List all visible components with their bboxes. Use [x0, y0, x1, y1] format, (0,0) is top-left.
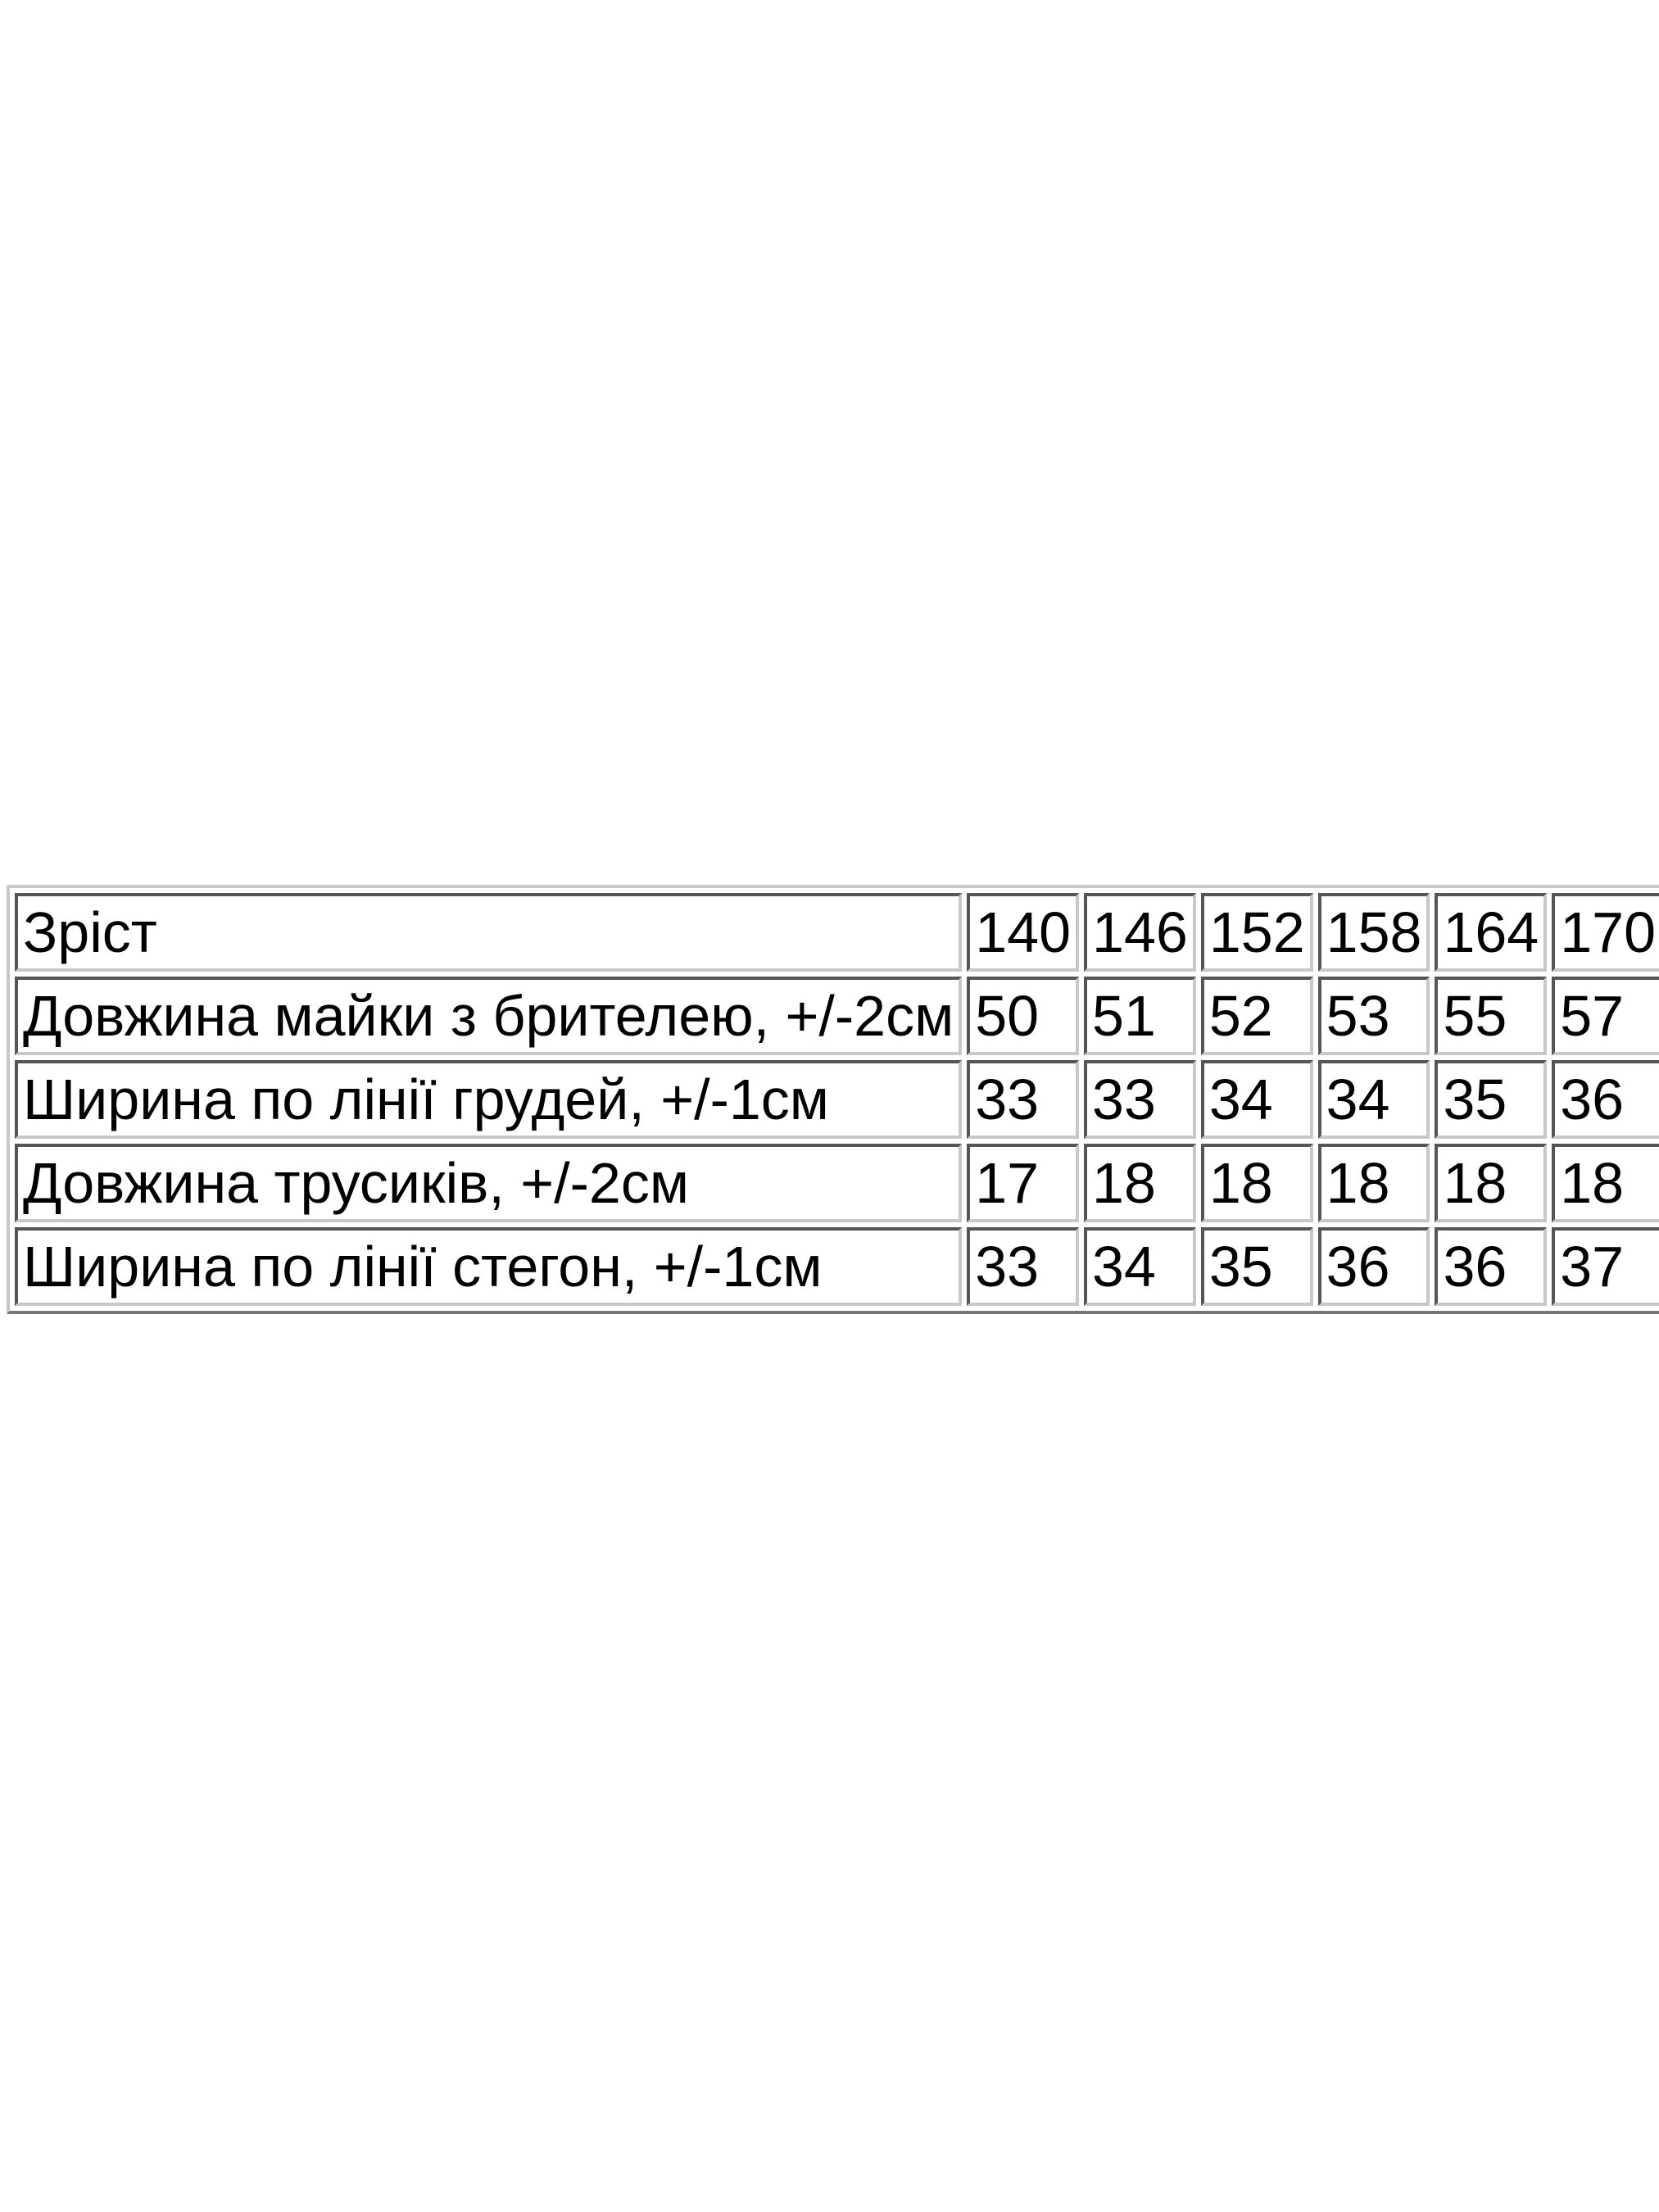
table-row: Довжина трусиків, +/-2см 17 18 18 18 18 18	[15, 1144, 1659, 1222]
value-cell: 35	[1435, 1060, 1548, 1139]
value-cell: 52	[1200, 977, 1313, 1055]
value-cell: 36	[1317, 1227, 1430, 1306]
row-label-cell: Ширина по лінії стегон, +/-1см	[15, 1227, 963, 1306]
value-cell: 37	[1552, 1227, 1659, 1306]
value-cell: 18	[1084, 1144, 1196, 1222]
value-cell: 34	[1084, 1227, 1196, 1306]
table-row: Ширина по лінії стегон, +/-1см 33 34 35 36 36…	[15, 1227, 1659, 1306]
table-row: Довжина майки з брителею, +/-2см 50 51 52 53…	[15, 977, 1659, 1055]
size-cell: 158	[1317, 893, 1430, 972]
value-cell: 18	[1317, 1144, 1430, 1222]
table-row: Ширина по лінії грудей, +/-1см 33 33 34 34 35…	[15, 1060, 1659, 1139]
value-cell: 53	[1317, 977, 1430, 1055]
value-cell: 17	[967, 1144, 1080, 1222]
row-label-cell: Ширина по лінії грудей, +/-1см	[15, 1060, 963, 1139]
value-cell: 50	[967, 977, 1080, 1055]
value-cell: 36	[1552, 1060, 1659, 1139]
value-cell: 18	[1200, 1144, 1313, 1222]
table-header-row: Зріст 140 146 152 158 164 170	[15, 893, 1659, 972]
value-cell: 36	[1435, 1227, 1548, 1306]
size-chart-table: Зріст 140 146 152 158 164 170 Довжина ма…	[7, 885, 1659, 1314]
value-cell: 51	[1084, 977, 1196, 1055]
value-cell: 33	[967, 1060, 1080, 1139]
size-cell: 164	[1435, 893, 1548, 972]
value-cell: 18	[1435, 1144, 1548, 1222]
header-label-cell: Зріст	[15, 893, 963, 972]
size-cell: 146	[1084, 893, 1196, 972]
value-cell: 35	[1200, 1227, 1313, 1306]
value-cell: 55	[1435, 977, 1548, 1055]
value-cell: 18	[1552, 1144, 1659, 1222]
size-cell: 140	[967, 893, 1080, 972]
value-cell: 33	[967, 1227, 1080, 1306]
row-label-cell: Довжина майки з брителею, +/-2см	[15, 977, 963, 1055]
value-cell: 34	[1317, 1060, 1430, 1139]
value-cell: 57	[1552, 977, 1659, 1055]
value-cell: 34	[1200, 1060, 1313, 1139]
size-cell: 170	[1552, 893, 1659, 972]
size-cell: 152	[1200, 893, 1313, 972]
value-cell: 33	[1084, 1060, 1196, 1139]
row-label-cell: Довжина трусиків, +/-2см	[15, 1144, 963, 1222]
